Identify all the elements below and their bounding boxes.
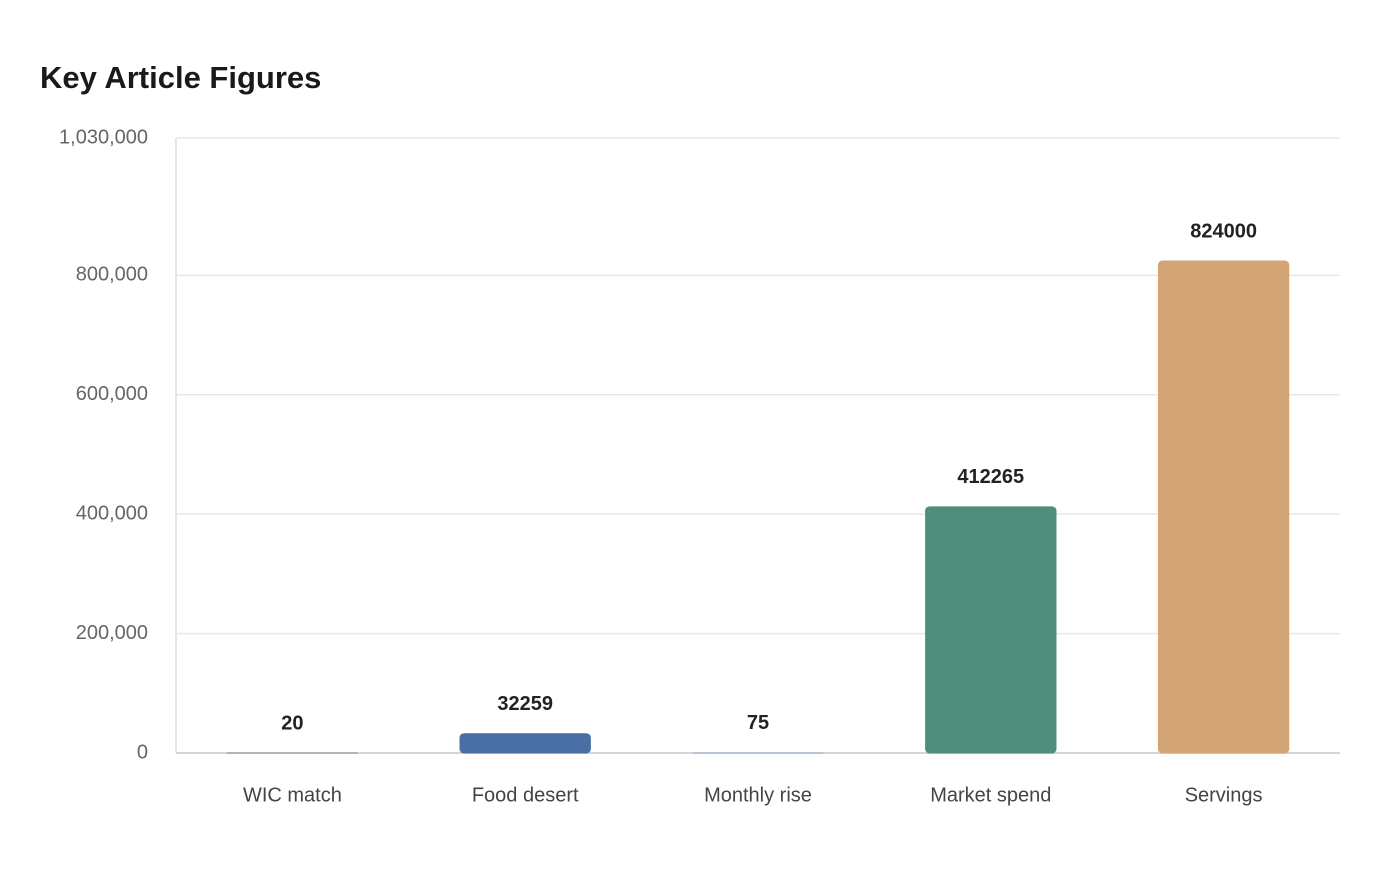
bar xyxy=(925,506,1057,754)
value-label: 32259 xyxy=(497,693,553,715)
y-tick-label: 800,000 xyxy=(76,264,148,286)
x-tick-label: Food desert xyxy=(472,784,579,806)
x-tick-label: Monthly rise xyxy=(704,784,812,806)
x-tick-label: Servings xyxy=(1185,784,1263,806)
y-tick-label: 1,030,000 xyxy=(59,126,148,148)
value-label: 412265 xyxy=(957,466,1024,488)
chart-title: Key Article Figures xyxy=(40,60,321,95)
y-tick-label: 200,000 xyxy=(76,622,148,644)
y-tick-label: 400,000 xyxy=(76,502,148,524)
value-label: 20 xyxy=(281,712,303,734)
bar xyxy=(459,733,591,754)
y-tick-label: 0 xyxy=(137,741,148,763)
bar xyxy=(1157,260,1290,754)
y-tick-label: 600,000 xyxy=(76,383,148,405)
x-tick-label: Market spend xyxy=(930,784,1051,806)
x-tick-label: WIC match xyxy=(243,784,342,806)
value-label: 824000 xyxy=(1190,220,1257,242)
value-label: 75 xyxy=(747,712,769,734)
